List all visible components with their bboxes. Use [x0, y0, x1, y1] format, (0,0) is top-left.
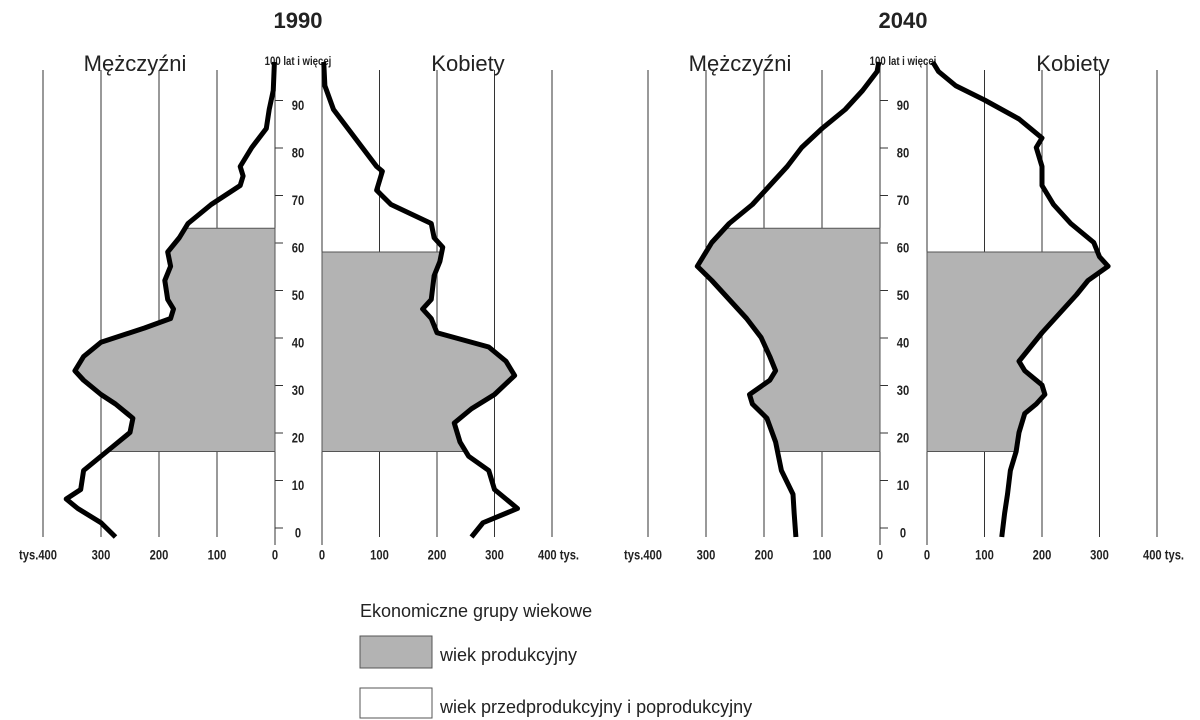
population-line [63, 61, 277, 539]
y-tick-label: 10 [897, 478, 909, 493]
y-tick-label: 90 [897, 98, 909, 113]
series-label: Kobiety [431, 51, 504, 76]
x-tick-label: 0 [877, 548, 883, 563]
legend-swatch [359, 635, 433, 669]
legend-label: wiek produkcyjny [439, 645, 577, 665]
x-tick-label: 100 [813, 548, 832, 563]
x-tick-label: 200 [150, 548, 169, 563]
y-tick-label: 30 [897, 383, 909, 398]
population-line [321, 61, 520, 539]
x-tick-label: 200 [428, 548, 447, 563]
productive-area [321, 251, 516, 452]
y-tick-label: 0 [295, 526, 301, 541]
y-tick-label: 60 [292, 241, 304, 256]
y-tick-label: 10 [292, 478, 304, 493]
y-tick-label: 20 [897, 431, 909, 446]
x-tick-label: 300 [485, 548, 504, 563]
y-tick-label: 40 [897, 336, 909, 351]
legend-swatch [359, 687, 433, 719]
x-tick-label: 100 [975, 548, 994, 563]
y-tick-label: 90 [292, 98, 304, 113]
x-tick-label: 0 [924, 548, 930, 563]
y-tick-label: 80 [292, 146, 304, 161]
chart-title: 2040 [879, 8, 928, 33]
x-tick-label: 200 [755, 548, 774, 563]
chart-title: 1990 [274, 8, 323, 33]
x-tick-label: 300 [92, 548, 111, 563]
x-tick-label: 0 [272, 548, 278, 563]
legend: Ekonomiczne grupy wiekowe wiek produkcyj… [359, 601, 752, 719]
productive-area [696, 227, 881, 452]
legend-title: Ekonomiczne grupy wiekowe [360, 601, 592, 621]
x-tick-label: 400 tys. [1143, 548, 1184, 563]
y-tick-label: 20 [292, 431, 304, 446]
y-tick-label: 70 [897, 193, 909, 208]
y-tick-label: 30 [292, 383, 304, 398]
y-tick-label: 100 lat i więcej [265, 55, 332, 68]
legend-label: wiek przedprodukcyjny i poprodukcyjny [439, 697, 752, 717]
y-tick-label: 40 [292, 336, 304, 351]
productive-area [926, 251, 1109, 452]
population-line [930, 60, 1111, 538]
x-tick-label: tys.400 [624, 548, 662, 563]
y-tick-label: 100 lat i więcej [870, 55, 937, 68]
x-tick-label: tys.400 [19, 548, 57, 563]
y-tick-label: 80 [897, 146, 909, 161]
x-tick-label: 100 [370, 548, 389, 563]
x-tick-label: 400 tys. [538, 548, 579, 563]
x-tick-label: 300 [697, 548, 716, 563]
y-tick-label: 70 [292, 193, 304, 208]
x-tick-label: 200 [1033, 548, 1052, 563]
series-label: Mężczyźni [84, 51, 187, 76]
y-tick-label: 0 [900, 526, 906, 541]
x-tick-label: 300 [1090, 548, 1109, 563]
x-tick-label: 0 [319, 548, 325, 563]
population-line [694, 61, 882, 538]
series-label: Mężczyźni [689, 51, 792, 76]
y-tick-label: 60 [897, 241, 909, 256]
y-tick-label: 50 [897, 288, 909, 303]
pyramid: 1990 tys.400 300 200 100 0 0 100 200 300 400 tys. 0… [19, 8, 579, 563]
series-label: Kobiety [1036, 51, 1109, 76]
x-tick-label: 100 [208, 548, 227, 563]
y-tick-label: 50 [292, 288, 304, 303]
